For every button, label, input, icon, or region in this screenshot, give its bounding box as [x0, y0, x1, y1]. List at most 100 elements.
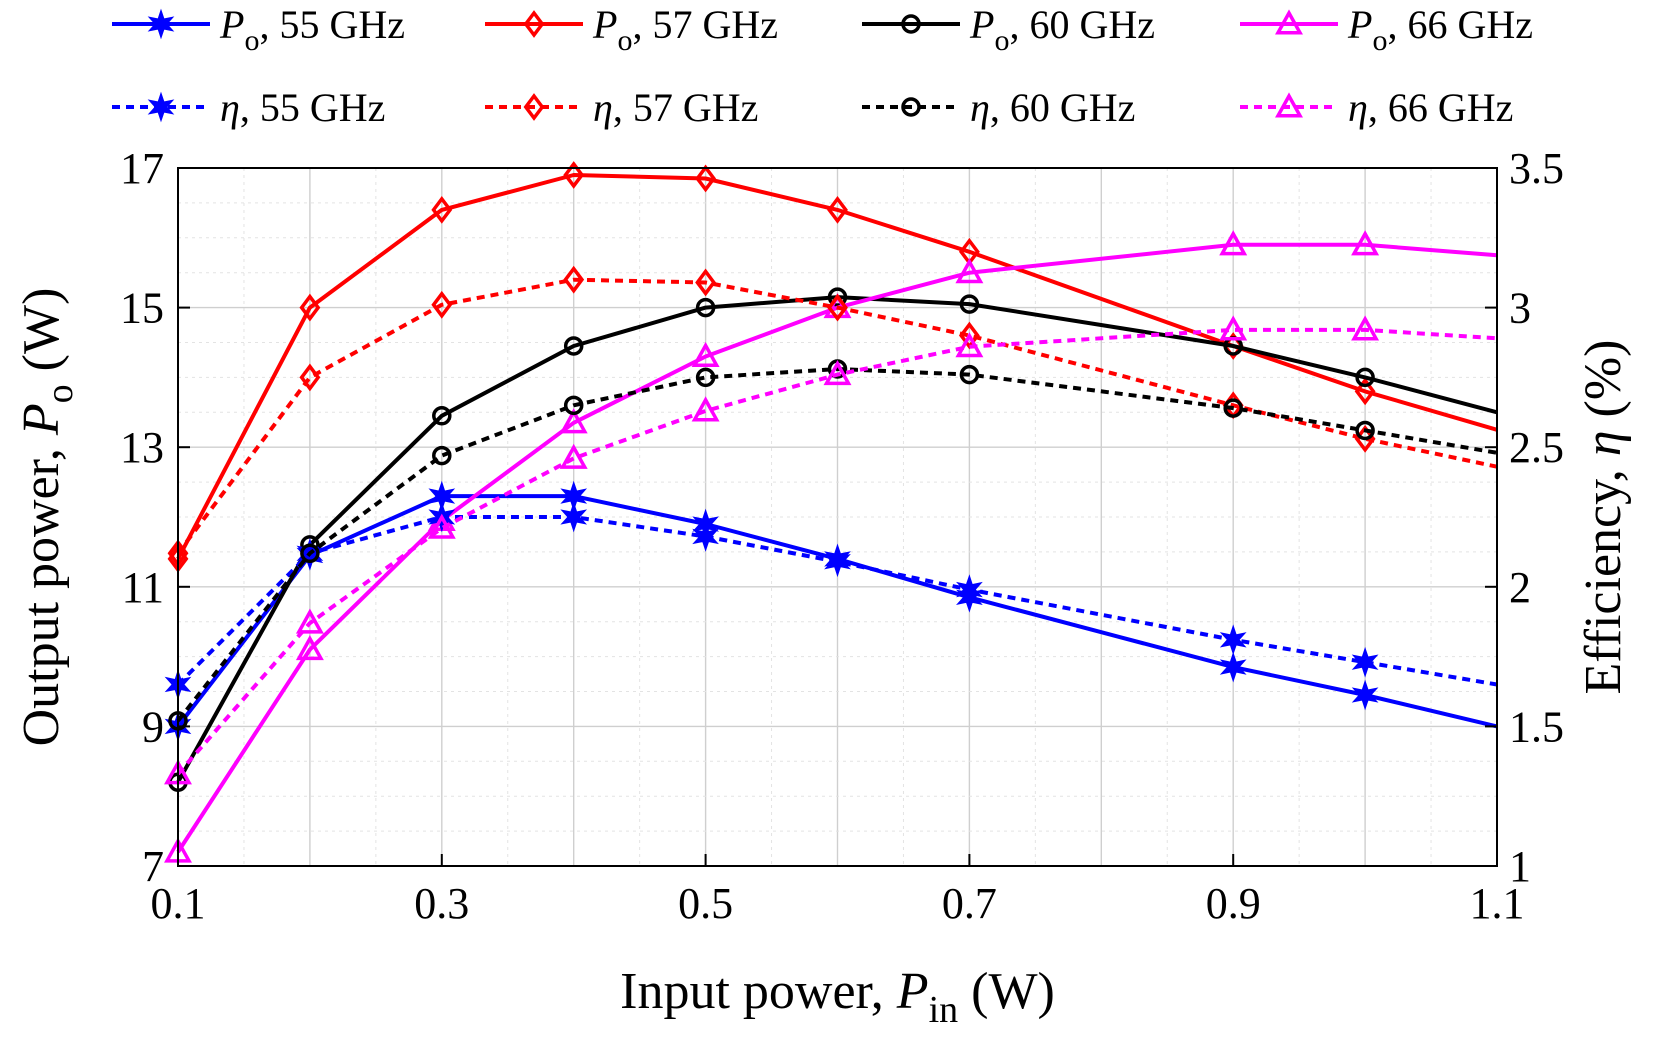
series-line [176, 242, 1498, 854]
grid [177, 167, 1498, 867]
data-point [955, 332, 984, 358]
data-point [1355, 420, 1375, 441]
data-point [827, 195, 848, 224]
y-tick-label: 13 [120, 423, 164, 472]
y2-tick-label: 3.5 [1509, 144, 1564, 193]
data-point [691, 396, 720, 422]
legend-marker [901, 14, 921, 34]
data-point [959, 294, 980, 314]
data-point [1354, 377, 1376, 406]
plot-frame [177, 167, 1498, 867]
x-tick-label: 0.3 [414, 879, 469, 928]
data-point [300, 543, 320, 564]
data-point [1351, 646, 1379, 678]
data-point [560, 501, 588, 533]
data-point [955, 258, 984, 284]
series-line [176, 327, 1498, 776]
data-point [827, 293, 848, 322]
legend-item: Po, 55 GHz [112, 2, 405, 57]
y2-tick-label: 1.5 [1509, 702, 1564, 751]
legend-marker [1275, 9, 1303, 35]
legend-label: Po, 66 GHz [1347, 2, 1533, 57]
data-point [823, 360, 852, 386]
data-point [299, 363, 321, 392]
y2-tick-label: 3 [1509, 284, 1531, 333]
data-point [427, 513, 456, 539]
legend-marker [1275, 92, 1303, 118]
y2-tick-label: 1 [1509, 842, 1531, 891]
data-point [1219, 315, 1248, 341]
series-power-60ghz [168, 287, 1498, 792]
legend: Po, 55 GHz Po, 57 GHz Po, 60 GHz Po, 66 GHz… [112, 2, 1533, 130]
legend-label: η, 60 GHz [970, 85, 1135, 130]
legend-item: η, 57 GHz [485, 85, 758, 130]
y2-axis-label: Efficiency, η (%) [1575, 340, 1632, 695]
y-tick-label: 7 [142, 842, 164, 891]
series-line [176, 494, 1498, 729]
y2-tick-label: 2.5 [1509, 423, 1564, 472]
data-point [824, 546, 851, 578]
data-point [959, 364, 980, 385]
series-line [176, 367, 1498, 723]
series-line [176, 295, 1498, 784]
series-line [176, 277, 1498, 555]
legend-label: Po, 57 GHz [592, 2, 778, 57]
series-power-66ghz [164, 230, 1498, 863]
x-tick-label: 1.1 [1470, 879, 1525, 928]
x-tick-label: 0.1 [151, 879, 206, 928]
y-axis-label: Output power, Po (W) [13, 288, 81, 747]
series-efficiency-66ghz [164, 315, 1498, 785]
series-line [176, 515, 1498, 687]
data-point [695, 367, 716, 388]
x-tick-label: 0.9 [1206, 879, 1261, 928]
legend-label: η, 57 GHz [593, 85, 758, 130]
legend-label: Po, 60 GHz [969, 2, 1155, 57]
data-point [432, 406, 452, 426]
legend-label: η, 66 GHz [1348, 85, 1513, 130]
data-point [563, 265, 585, 294]
data-point [563, 161, 585, 189]
data-point [559, 443, 588, 469]
data-point [295, 635, 324, 661]
data-point [1355, 367, 1375, 388]
legend-label: η, 55 GHz [220, 85, 385, 130]
data-point [431, 290, 453, 319]
y2-tick-label: 2 [1509, 563, 1531, 612]
legend-label: Po, 55 GHz [219, 2, 405, 57]
data-point [956, 574, 983, 605]
data-point [563, 395, 584, 416]
legend-marker [523, 93, 545, 121]
y-tick-label: 17 [120, 144, 164, 193]
data-point [958, 321, 980, 350]
data-point [695, 164, 717, 193]
data-point [692, 521, 719, 552]
legend-item: Po, 57 GHz [485, 2, 778, 57]
data-point [691, 341, 720, 368]
data-point [431, 195, 453, 224]
series-efficiency-60ghz [168, 359, 1498, 731]
y-tick-label: 11 [122, 563, 164, 612]
data-point [1223, 398, 1243, 418]
legend-item: η, 55 GHz [112, 85, 385, 130]
series-line [176, 173, 1498, 560]
series-efficiency-55ghz [164, 501, 1498, 700]
legend-item: Po, 60 GHz [862, 2, 1155, 57]
data-point [695, 297, 716, 318]
legend-marker [147, 91, 175, 123]
legend-item: η, 60 GHz [862, 85, 1135, 130]
data-point [299, 293, 321, 322]
legend-item: Po, 66 GHz [1240, 2, 1533, 57]
data-point [1219, 651, 1247, 683]
tick-labels: 0.1 0.3 0.5 0.7 0.9 1.1 7 9 11 13 15 17 1 1.5 2 2.5 3 3.5 [120, 144, 1564, 928]
data-point [1351, 679, 1379, 711]
data-point [563, 336, 584, 356]
series-power-55ghz [164, 480, 1498, 742]
legend-marker [523, 10, 545, 38]
legend-item: η, 66 GHz [1240, 85, 1513, 130]
data-point [432, 445, 452, 466]
series-efficiency-57ghz [167, 265, 1498, 568]
data-point [695, 268, 717, 297]
x-tick-label: 0.7 [942, 879, 997, 928]
x-axis-label: Input power, Pin (W) [620, 963, 1055, 1031]
